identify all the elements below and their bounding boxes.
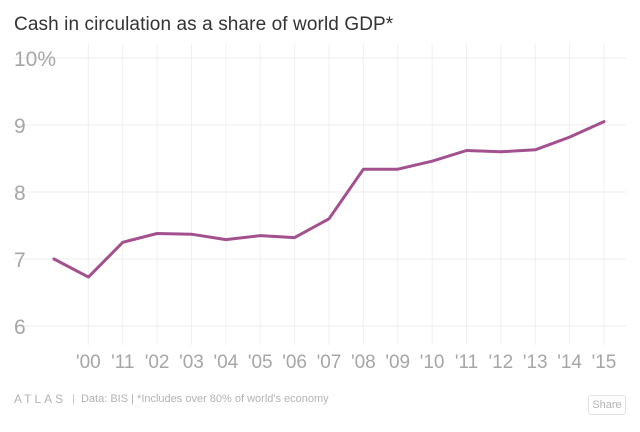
x-tick-label: '04 [213, 352, 238, 373]
atlas-logo: ATLAS [14, 392, 67, 406]
y-tick-label: 10% [14, 48, 56, 71]
x-tick-label: '09 [385, 352, 410, 373]
chart-footer: ATLAS | Data: BIS | *Includes over 80% o… [14, 392, 329, 406]
x-tick-label: '08 [351, 352, 376, 373]
source-note: Data: BIS | *Includes over 80% of world'… [80, 393, 329, 405]
x-axis-tick-labels: '00 '11 '02 '03 '04 '05 '06 '07 '08 '09 '10 '11 '12 '… [76, 352, 616, 373]
x-tick-label: '02 [145, 352, 170, 373]
share-button[interactable]: Share [588, 395, 626, 415]
y-tick-label: 9 [14, 115, 26, 138]
y-axis-tick-labels: 6 7 8 9 10% [14, 48, 56, 339]
chart-title: Cash in circulation as a share of world … [14, 14, 394, 35]
y-tick-label: 7 [14, 249, 26, 272]
footer-separator: | [72, 393, 75, 405]
y-tick-label: 8 [14, 182, 26, 205]
x-tick-label: '11 [111, 352, 134, 373]
x-tick-label: '13 [523, 352, 548, 373]
x-tick-label: '07 [317, 352, 342, 373]
x-gridlines [87, 44, 605, 345]
x-tick-label: '11 [455, 352, 478, 373]
series-line [52, 120, 606, 279]
x-tick-label: '00 [76, 352, 101, 373]
x-tick-label: '14 [557, 352, 582, 373]
x-tick-label: '10 [420, 352, 445, 373]
x-tick-label: '05 [248, 352, 273, 373]
x-tick-label: '12 [488, 352, 513, 373]
x-tick-label: '15 [592, 352, 617, 373]
y-gridlines [14, 57, 626, 327]
data-series [52, 120, 606, 279]
x-tick-label: '03 [179, 352, 204, 373]
y-tick-label: 6 [14, 316, 26, 339]
x-tick-label: '06 [282, 352, 307, 373]
